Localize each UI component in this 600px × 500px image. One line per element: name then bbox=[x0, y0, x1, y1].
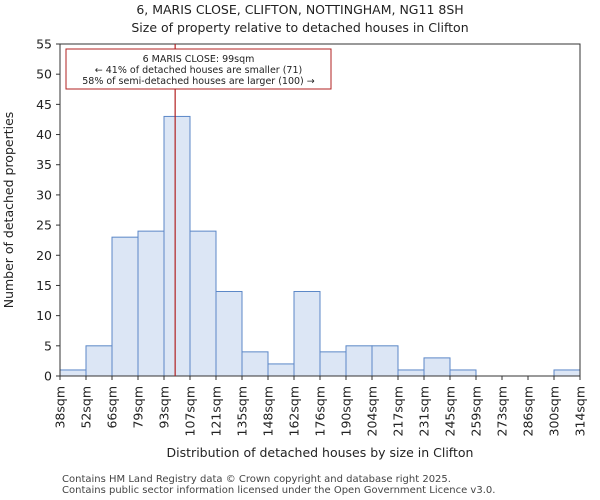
x-tick-label: 148sqm bbox=[261, 386, 276, 436]
x-tick-label: 273sqm bbox=[495, 386, 510, 436]
y-tick-label: 5 bbox=[44, 338, 52, 353]
chart-title: 6, MARIS CLOSE, CLIFTON, NOTTINGHAM, NG1… bbox=[136, 2, 463, 17]
x-tick-label: 52sqm bbox=[79, 386, 94, 429]
y-tick-label: 40 bbox=[36, 127, 52, 142]
annotation-line-2: ← 41% of detached houses are smaller (71… bbox=[95, 65, 302, 76]
bar bbox=[319, 351, 347, 377]
bar bbox=[267, 363, 295, 377]
bar bbox=[241, 351, 269, 377]
bar bbox=[111, 236, 139, 377]
bar bbox=[371, 345, 399, 377]
bar bbox=[189, 230, 217, 377]
bar bbox=[163, 115, 191, 377]
x-axis-label: Distribution of detached houses by size … bbox=[167, 445, 474, 460]
x-tick-label: 204sqm bbox=[365, 386, 380, 436]
x-tick-label: 93sqm bbox=[157, 386, 172, 429]
footer-attribution-2: Contains public sector information licen… bbox=[62, 485, 496, 496]
x-tick-label: 300sqm bbox=[547, 386, 562, 436]
x-tick-label: 79sqm bbox=[131, 386, 146, 429]
x-tick-label: 245sqm bbox=[443, 386, 458, 436]
y-tick-label: 55 bbox=[36, 37, 52, 52]
x-tick-label: 286sqm bbox=[521, 386, 536, 436]
x-axis: 38sqm 52sqm 66sqm 79sqm 93sqm 107sqm 121sqm 135… bbox=[53, 376, 588, 436]
x-tick-label: 190sqm bbox=[339, 386, 354, 436]
footer-attribution-1: Contains HM Land Registry data © Crown c… bbox=[62, 474, 451, 485]
bar bbox=[137, 230, 165, 377]
bar bbox=[59, 369, 87, 377]
y-tick-label: 35 bbox=[36, 157, 52, 172]
bar bbox=[449, 369, 477, 377]
bar bbox=[423, 357, 451, 377]
y-tick-label: 0 bbox=[44, 369, 52, 384]
y-tick-label: 25 bbox=[36, 218, 52, 233]
bar bbox=[345, 345, 373, 377]
chart-subtitle: Size of property relative to detached ho… bbox=[131, 20, 468, 35]
x-tick-label: 217sqm bbox=[391, 386, 406, 436]
y-tick-label: 10 bbox=[36, 308, 52, 323]
bar bbox=[553, 369, 581, 377]
bar bbox=[293, 290, 321, 377]
bar bbox=[397, 369, 425, 377]
bars bbox=[59, 115, 581, 377]
y-tick-label: 15 bbox=[36, 278, 52, 293]
y-axis: 0 5 10 15 20 25 30 35 40 45 50 55 bbox=[36, 37, 60, 384]
y-axis-label: Number of detached properties bbox=[1, 112, 16, 309]
y-tick-label: 50 bbox=[36, 67, 52, 82]
bar bbox=[215, 290, 243, 377]
x-tick-label: 107sqm bbox=[183, 386, 198, 436]
annotation-line-3: 58% of semi-detached houses are larger (… bbox=[82, 76, 315, 87]
x-tick-label: 176sqm bbox=[313, 386, 328, 436]
y-tick-label: 45 bbox=[36, 97, 52, 112]
x-tick-label: 135sqm bbox=[235, 386, 250, 436]
y-tick-label: 20 bbox=[36, 248, 52, 263]
annotation-box bbox=[65, 48, 332, 90]
x-tick-label: 66sqm bbox=[105, 386, 120, 429]
annotation-line-1: 6 MARIS CLOSE: 99sqm bbox=[143, 54, 255, 65]
x-tick-label: 259sqm bbox=[469, 386, 484, 436]
y-tick-label: 30 bbox=[36, 187, 52, 202]
x-tick-label: 38sqm bbox=[53, 386, 68, 429]
x-tick-label: 121sqm bbox=[209, 386, 224, 436]
x-tick-label: 314sqm bbox=[573, 386, 588, 436]
x-tick-label: 162sqm bbox=[287, 386, 302, 436]
x-tick-label: 231sqm bbox=[417, 386, 432, 436]
bar bbox=[85, 345, 113, 377]
